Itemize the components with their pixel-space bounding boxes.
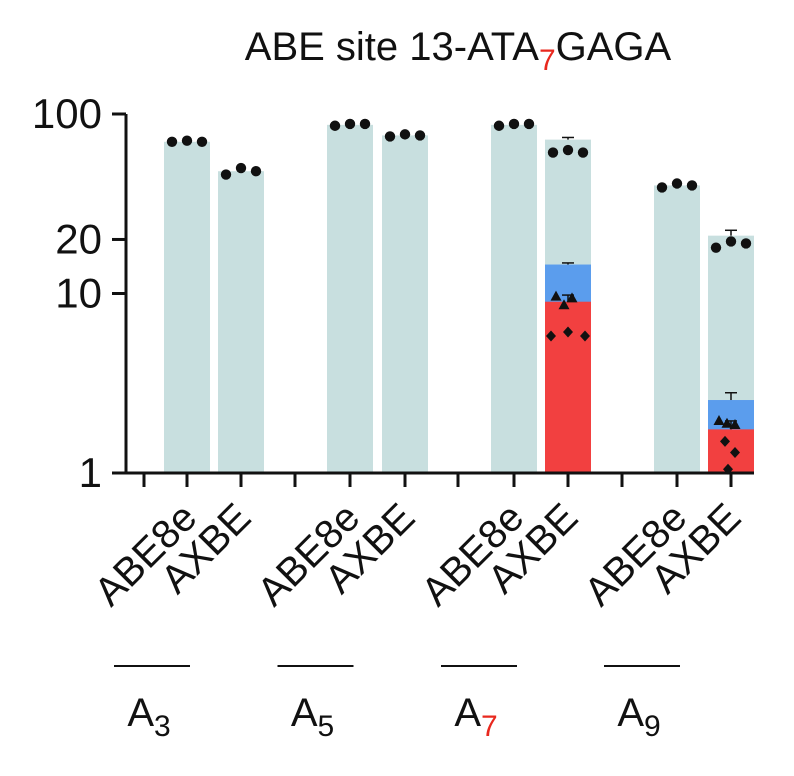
data-point-triangle (713, 414, 725, 425)
data-point (671, 178, 683, 189)
chart-title: ABE site 13-ATA7GAGA (245, 25, 672, 77)
bar-total (382, 135, 428, 473)
bar-total (218, 171, 264, 473)
data-point (656, 182, 668, 193)
data-point (740, 238, 752, 249)
chart-title-suffix: GAGA (556, 25, 672, 69)
chart-title-subscript: 7 (539, 44, 556, 77)
data-point (329, 120, 341, 131)
data-point (359, 118, 371, 130)
data-point-triangle (550, 290, 562, 301)
data-point (577, 147, 589, 158)
data-point (686, 180, 698, 191)
data-point (250, 166, 262, 177)
data-point (547, 147, 559, 158)
group-label-base: A (291, 691, 318, 735)
group-label: A5 (291, 691, 334, 743)
bar-total (327, 124, 373, 473)
chart-title-prefix: ABE site 13-ATA (245, 25, 540, 69)
data-point (181, 135, 193, 146)
y-tick-label: 1 (79, 449, 102, 496)
bar-total (654, 185, 700, 473)
data-point-diamond (580, 330, 590, 342)
bar-total (491, 124, 537, 473)
y-tick-label: 100 (32, 90, 102, 137)
data-point (196, 136, 208, 148)
data-point (399, 129, 411, 140)
data-point (710, 242, 722, 253)
data-point-triangle (558, 299, 570, 310)
data-point-triangle (729, 419, 741, 430)
data-point-diamond (546, 330, 556, 342)
data-point (493, 120, 505, 131)
group-label-subscript: 3 (154, 710, 171, 743)
group-label-base: A (454, 691, 481, 735)
group-label-base: A (617, 691, 644, 735)
data-point-diamond (563, 326, 573, 338)
group-label: A9 (617, 691, 660, 743)
data-point (562, 144, 574, 156)
data-point (384, 131, 396, 142)
bar-total (164, 141, 210, 473)
data-point-diamond (720, 435, 730, 447)
data-point (725, 236, 737, 247)
data-point (235, 162, 247, 174)
data-point (344, 118, 356, 130)
group-label: A3 (127, 691, 170, 743)
group-label-subscript: 9 (644, 710, 661, 743)
data-point (508, 118, 520, 130)
data-point (414, 130, 426, 141)
data-point-triangle (721, 417, 733, 428)
group-label-subscript: 7 (481, 710, 498, 743)
bar-red-segment (708, 429, 754, 473)
data-point (166, 136, 178, 148)
y-tick-label: 20 (55, 215, 102, 262)
data-point (220, 169, 232, 180)
data-point-diamond (730, 447, 740, 459)
data-point (523, 118, 535, 130)
group-label: A7 (454, 691, 497, 743)
data-point-triangle (566, 292, 578, 303)
group-label-base: A (127, 691, 154, 735)
group-label-subscript: 5 (318, 710, 335, 743)
y-tick-label: 10 (55, 270, 102, 317)
plot-area: 11020100ABE8eAXBEABE8eAXBEABE8eAXBEABE8e… (32, 90, 754, 743)
